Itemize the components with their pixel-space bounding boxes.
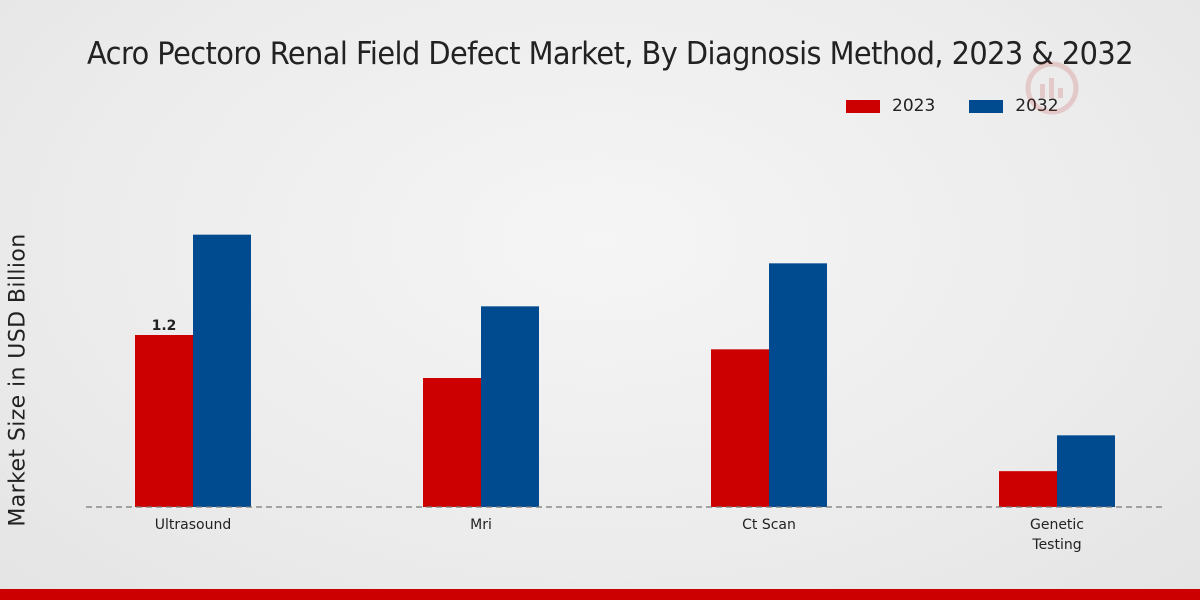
x-tick-label-genetic-testing: Genetic Testing — [1030, 517, 1084, 553]
watermark-logo-icon — [1025, 61, 1079, 115]
bar-2023-mri — [423, 378, 481, 507]
legend-swatch-2023 — [846, 99, 880, 113]
legend-swatch-2032 — [969, 99, 1004, 113]
legend-label-2032: 2032 — [1015, 96, 1059, 116]
data-label-2023-ultrasound: 1.2 — [152, 318, 177, 334]
chart-title: Acro Pectoro Renal Field Defect Market, … — [86, 36, 1134, 72]
legend-item-2023: 2023 — [846, 96, 935, 116]
footer-bar — [0, 589, 1200, 600]
x-tick-label-ct-scan: Ct Scan — [742, 517, 796, 533]
bar-2023-ultrasound — [135, 335, 193, 507]
bar-2023-genetic-testing — [999, 471, 1057, 507]
legend: 2023 2032 — [846, 96, 1093, 116]
legend-label-2023: 2023 — [892, 96, 936, 116]
bar-2032-mri — [481, 306, 539, 507]
bar-2032-ct-scan — [769, 263, 827, 507]
bar-2023-ct-scan — [711, 349, 769, 507]
x-tick-label-ultrasound: Ultrasound — [155, 517, 231, 533]
legend-item-2032: 2032 — [969, 96, 1059, 116]
x-tick-label-mri: Mri — [470, 517, 492, 533]
bar-2032-genetic-testing — [1057, 435, 1115, 507]
bar-2032-ultrasound — [193, 234, 251, 507]
